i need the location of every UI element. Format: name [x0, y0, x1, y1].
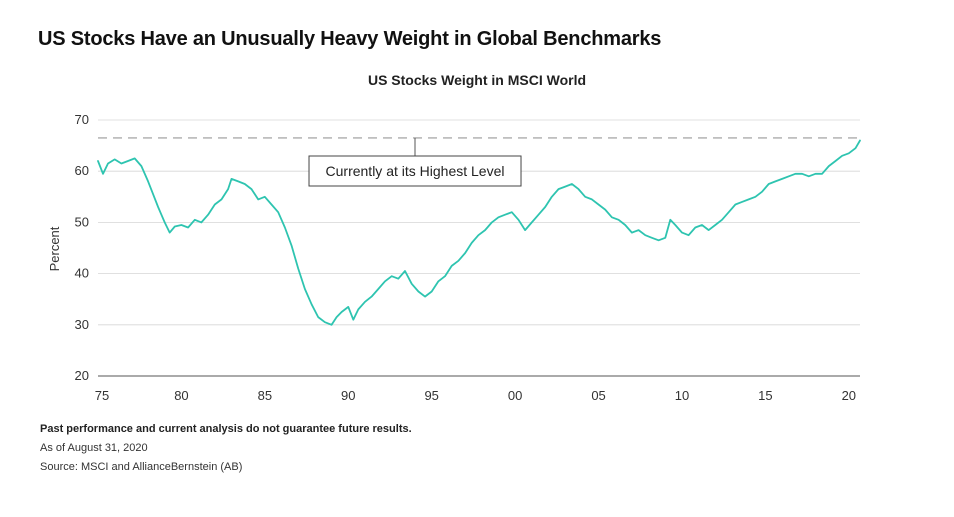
- x-axis: 75 80 85 90 95 00 05 10 15 20: [95, 388, 856, 403]
- y-tick-label: 30: [75, 317, 89, 332]
- x-tick-label: 10: [675, 388, 689, 403]
- grid: [98, 119, 860, 377]
- y-tick-label: 50: [75, 214, 89, 229]
- chart-title: US Stocks Weight in MSCI World: [367, 72, 587, 88]
- x-tick-label: 00: [508, 388, 522, 403]
- x-tick-label: 75: [95, 388, 109, 403]
- series-group: [97, 139, 861, 326]
- annotation-box: [308, 155, 522, 187]
- x-tick-label: 90: [341, 388, 355, 403]
- x-tick-label: 85: [258, 388, 272, 403]
- y-tick-label: 70: [75, 112, 89, 127]
- x-tick-label: 20: [842, 388, 856, 403]
- annotation-text: Currently at its Highest Level: [326, 163, 505, 179]
- series-line-0: [97, 139, 861, 326]
- y-axis-label: Percent: [47, 226, 62, 271]
- y-tick-label: 40: [75, 266, 89, 281]
- disclaimer: Past performance and current analysis do…: [40, 423, 412, 435]
- source-note: Source: MSCI and AllianceBernstein (AB): [40, 461, 243, 473]
- as-of-date: As of August 31, 2020: [40, 442, 148, 454]
- x-tick-label: 80: [174, 388, 188, 403]
- y-tick-label: 20: [75, 368, 89, 383]
- x-tick-label: 15: [758, 388, 772, 403]
- y-tick-label: 60: [75, 163, 89, 178]
- x-tick-label: 05: [591, 388, 605, 403]
- headline: US Stocks Have an Unusually Heavy Weight…: [38, 28, 662, 50]
- y-axis: 20 30 40 50 60 70: [75, 112, 89, 383]
- x-tick-label: 95: [424, 388, 438, 403]
